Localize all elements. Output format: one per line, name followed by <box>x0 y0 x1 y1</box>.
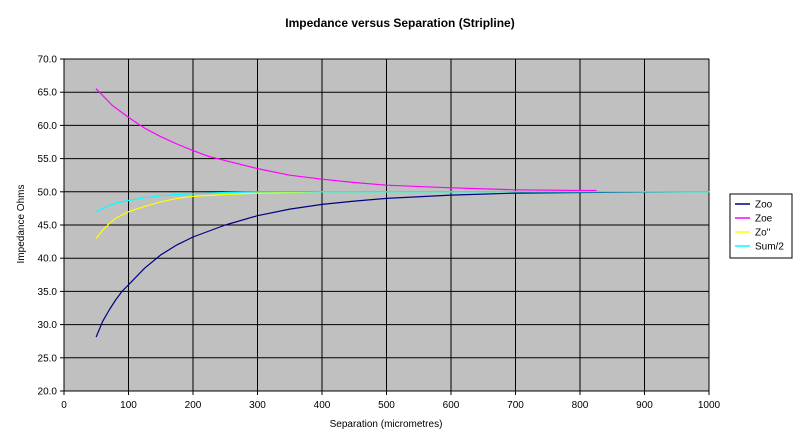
x-axis-label: Separation (micrometres) <box>330 419 443 430</box>
x-tick-label: 600 <box>443 400 460 411</box>
y-tick-label: 60.0 <box>38 121 58 132</box>
x-tick-label: 100 <box>120 400 137 411</box>
y-tick-label: 45.0 <box>38 221 58 232</box>
x-tick-label: 400 <box>314 400 331 411</box>
legend-label: Sum/2 <box>755 242 784 253</box>
series-line-sum-2 <box>95 191 710 213</box>
y-tick-label: 50.0 <box>38 187 58 198</box>
series-line-zoe <box>95 88 597 192</box>
x-tick-label: 0 <box>61 400 67 411</box>
series-line-zoo <box>95 191 710 338</box>
legend-label: Zoo <box>755 200 773 211</box>
x-tick-label: 800 <box>572 400 589 411</box>
x-tick-label: 1000 <box>698 400 721 411</box>
x-tick-label: 700 <box>507 400 524 411</box>
y-tick-label: 70.0 <box>38 55 58 66</box>
y-axis-label: Impedance Ohms <box>16 185 27 264</box>
y-tick-label: 55.0 <box>38 154 58 165</box>
legend-label: Zoe <box>755 214 773 225</box>
y-tick-label: 65.0 <box>38 88 58 99</box>
tick-labels: 0 100 200 300 400 500 600 700 800 900 1000 20.0 25.0… <box>38 55 721 412</box>
series-lines <box>95 88 710 338</box>
chart-title: Impedance versus Separation (Stripline) <box>285 16 514 30</box>
x-tick-label: 300 <box>249 400 266 411</box>
y-tick-label: 20.0 <box>38 387 58 398</box>
x-tick-label: 900 <box>636 400 653 411</box>
legend-label: Zo'' <box>755 228 771 239</box>
x-tick-label: 500 <box>378 400 395 411</box>
y-tick-label: 25.0 <box>38 353 58 364</box>
y-tick-label: 30.0 <box>38 320 58 331</box>
x-tick-label: 200 <box>185 400 202 411</box>
axes <box>60 58 710 395</box>
y-tick-label: 35.0 <box>38 287 58 298</box>
legend: Zoo Zoe Zo'' Sum/2 <box>729 193 793 259</box>
y-tick-label: 40.0 <box>38 254 58 265</box>
